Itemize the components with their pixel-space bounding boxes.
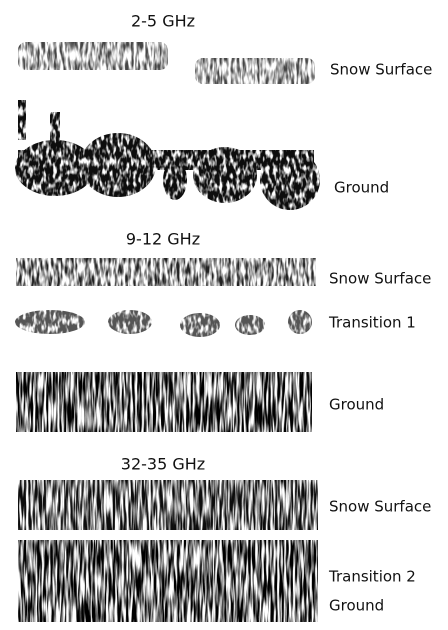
figure: 2-5 GHz Snow Surface Ground 9-12 GHz Sno… [0,0,448,626]
echogram-9-12 [15,258,316,432]
layer-label: Transition 1 [328,314,416,332]
echogram-2-5 [15,42,320,210]
layer-label: Snow Surface [329,270,431,288]
page: {"panels": [ {"title": "2-5 GHz", "label… [0,0,448,626]
panel-title: 32-35 GHz [121,455,205,474]
layer-label: Transition 2 [328,568,416,586]
panel-title: 9-12 GHz [126,230,200,249]
layer-label: Ground [334,179,389,197]
layer-label: Snow Surface [329,498,431,516]
layer-label: Snow Surface [330,61,432,79]
layer-label: Ground [329,396,384,414]
echogram-32-35 [18,480,318,622]
panel-title: 2-5 GHz [131,12,195,31]
layer-label: Ground [329,597,384,615]
